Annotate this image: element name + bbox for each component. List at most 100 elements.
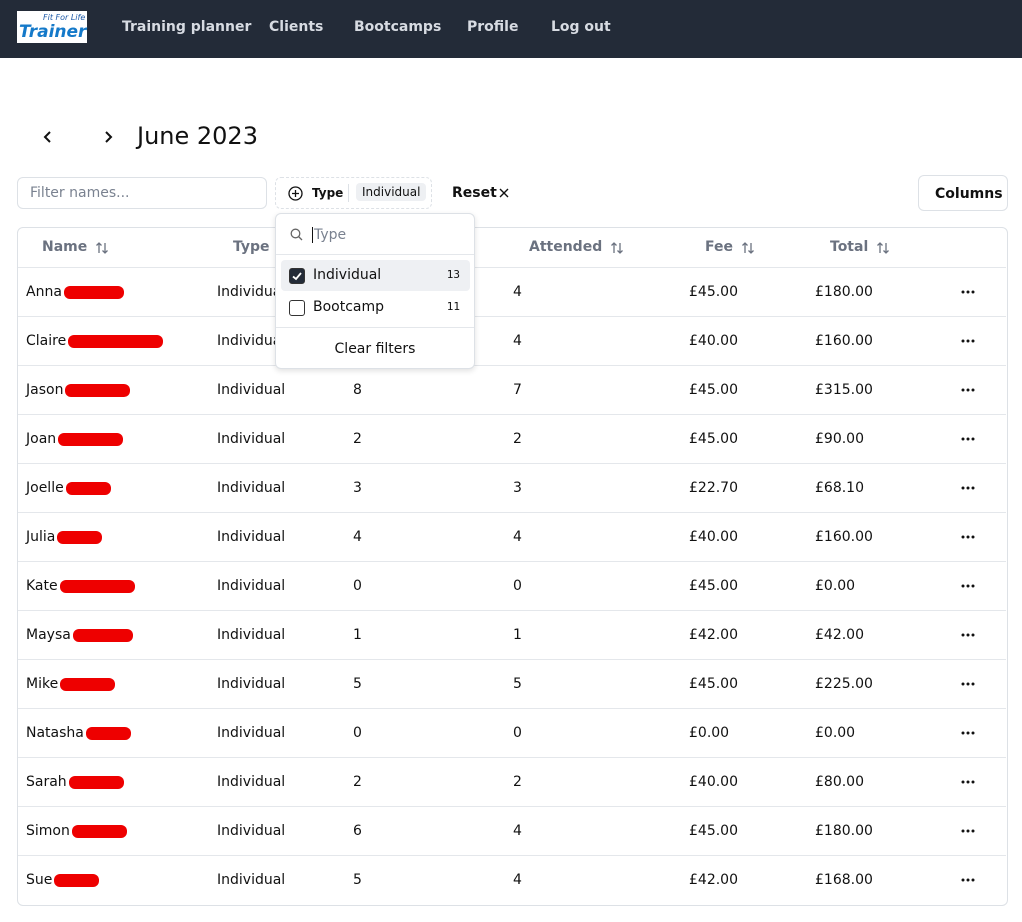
reset-icon[interactable] xyxy=(498,187,510,199)
nav-link[interactable]: Clients xyxy=(269,19,324,35)
nav-link[interactable]: Training planner xyxy=(122,19,252,35)
row-actions[interactable] xyxy=(961,681,975,687)
prev-month[interactable] xyxy=(40,129,56,145)
fee-cell: £45.00 xyxy=(689,823,738,839)
row-actions[interactable] xyxy=(961,828,975,834)
fee-cell: £40.00 xyxy=(689,529,738,545)
type-filter[interactable]: Type Individual xyxy=(275,177,432,209)
attended-cell: 4 xyxy=(513,823,522,839)
row-divider xyxy=(18,757,1006,758)
row-actions[interactable] xyxy=(961,387,975,393)
separator xyxy=(276,254,474,255)
option-label: Individual xyxy=(313,267,382,283)
type-cell: Individual xyxy=(217,284,286,300)
row-actions[interactable] xyxy=(961,730,975,736)
type-cell: Individual xyxy=(217,529,286,545)
fee-cell: £42.00 xyxy=(689,872,738,888)
row-divider xyxy=(18,561,1006,562)
attended-cell: 4 xyxy=(513,284,522,300)
type-cell: Individual xyxy=(217,725,286,741)
column-header[interactable]: Total xyxy=(830,239,869,255)
checkbox[interactable] xyxy=(289,268,305,284)
row-divider xyxy=(18,463,1006,464)
row-actions[interactable] xyxy=(961,289,975,295)
column-header[interactable]: Attended xyxy=(529,239,603,255)
plus-icon xyxy=(288,186,303,201)
reset-button[interactable]: Reset xyxy=(452,185,497,201)
total-cell: £225.00 xyxy=(815,676,873,692)
row-actions[interactable] xyxy=(961,534,975,540)
row-divider xyxy=(18,708,1006,709)
sessions-cell: 5 xyxy=(353,872,362,888)
column-header[interactable]: Fee xyxy=(705,239,733,255)
attended-cell: 7 xyxy=(513,382,522,398)
header-line xyxy=(18,267,1006,268)
attended-cell: 1 xyxy=(513,627,522,643)
name-cell: Joelle xyxy=(26,480,111,496)
attended-cell: 2 xyxy=(513,431,522,447)
next-month[interactable] xyxy=(100,129,116,145)
name-cell: Natasha xyxy=(26,725,131,741)
row-actions[interactable] xyxy=(961,877,975,883)
sessions-cell: 1 xyxy=(353,627,362,643)
row-actions[interactable] xyxy=(961,583,975,589)
fee-cell: £40.00 xyxy=(689,333,738,349)
row-divider xyxy=(18,365,1006,366)
column-header[interactable]: Type xyxy=(233,239,270,255)
row-divider xyxy=(18,610,1006,611)
type-cell: Individual xyxy=(217,627,286,643)
option-count: 11 xyxy=(446,300,460,313)
sessions-cell: 0 xyxy=(353,578,362,594)
logo-tagline: Fit For Life xyxy=(43,13,86,22)
row-actions[interactable] xyxy=(961,436,975,442)
fee-cell: £22.70 xyxy=(689,480,738,496)
row-actions[interactable] xyxy=(961,632,975,638)
dropdown-option[interactable]: Bootcamp 11 xyxy=(281,292,470,323)
redaction xyxy=(68,334,164,348)
row-actions[interactable] xyxy=(961,338,975,344)
nav-link[interactable]: Log out xyxy=(551,19,611,35)
nav-link[interactable]: Profile xyxy=(467,19,519,35)
table xyxy=(17,227,1008,906)
redaction xyxy=(65,383,131,397)
name-cell: Simon xyxy=(26,823,127,839)
search-placeholder[interactable]: Type xyxy=(312,227,347,243)
sort-icon[interactable] xyxy=(610,241,624,255)
total-cell: £68.10 xyxy=(815,480,864,496)
filter-input[interactable]: Filter names... xyxy=(17,177,267,209)
type-cell: Individual xyxy=(217,333,286,349)
filter-label: Type xyxy=(312,186,344,200)
sort-icon[interactable] xyxy=(741,241,755,255)
sort-icon[interactable] xyxy=(876,241,890,255)
type-cell: Individual xyxy=(217,676,286,692)
clear-filters[interactable]: Clear filters xyxy=(334,341,416,357)
button-label: Columns xyxy=(935,186,1003,202)
fee-cell: £45.00 xyxy=(689,382,738,398)
name-cell: Sarah xyxy=(26,774,124,790)
total-cell: £160.00 xyxy=(815,529,873,545)
type-cell: Individual xyxy=(217,872,286,888)
checkbox[interactable] xyxy=(289,300,305,316)
row-actions[interactable] xyxy=(961,779,975,785)
sessions-cell: 5 xyxy=(353,676,362,692)
fee-cell: £0.00 xyxy=(689,725,730,741)
sort-icon[interactable] xyxy=(95,241,109,255)
name-cell: Anna xyxy=(26,284,124,300)
fee-cell: £45.00 xyxy=(689,676,738,692)
fee-cell: £42.00 xyxy=(689,627,738,643)
redaction xyxy=(58,432,124,446)
total-cell: £168.00 xyxy=(815,872,873,888)
columns-button[interactable]: Columns xyxy=(918,175,1008,211)
redaction xyxy=(68,775,124,789)
type-cell: Individual xyxy=(217,382,286,398)
nav-link[interactable]: Bootcamps xyxy=(354,19,442,35)
sessions-cell: 2 xyxy=(353,431,362,447)
sessions-cell: 3 xyxy=(353,480,362,496)
row-actions[interactable] xyxy=(961,485,975,491)
dropdown-option[interactable]: Individual 13 xyxy=(281,260,470,291)
redaction xyxy=(85,726,131,740)
name-cell: Jason xyxy=(26,382,131,398)
column-header[interactable]: Name xyxy=(42,239,88,255)
placeholder: Filter names... xyxy=(30,185,130,201)
logo[interactable]: Fit For Life Trainer xyxy=(17,11,87,43)
